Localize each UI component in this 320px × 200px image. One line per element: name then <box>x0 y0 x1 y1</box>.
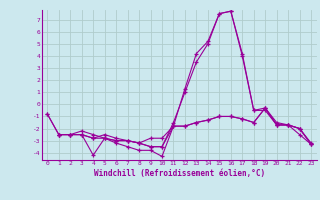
X-axis label: Windchill (Refroidissement éolien,°C): Windchill (Refroidissement éolien,°C) <box>94 169 265 178</box>
